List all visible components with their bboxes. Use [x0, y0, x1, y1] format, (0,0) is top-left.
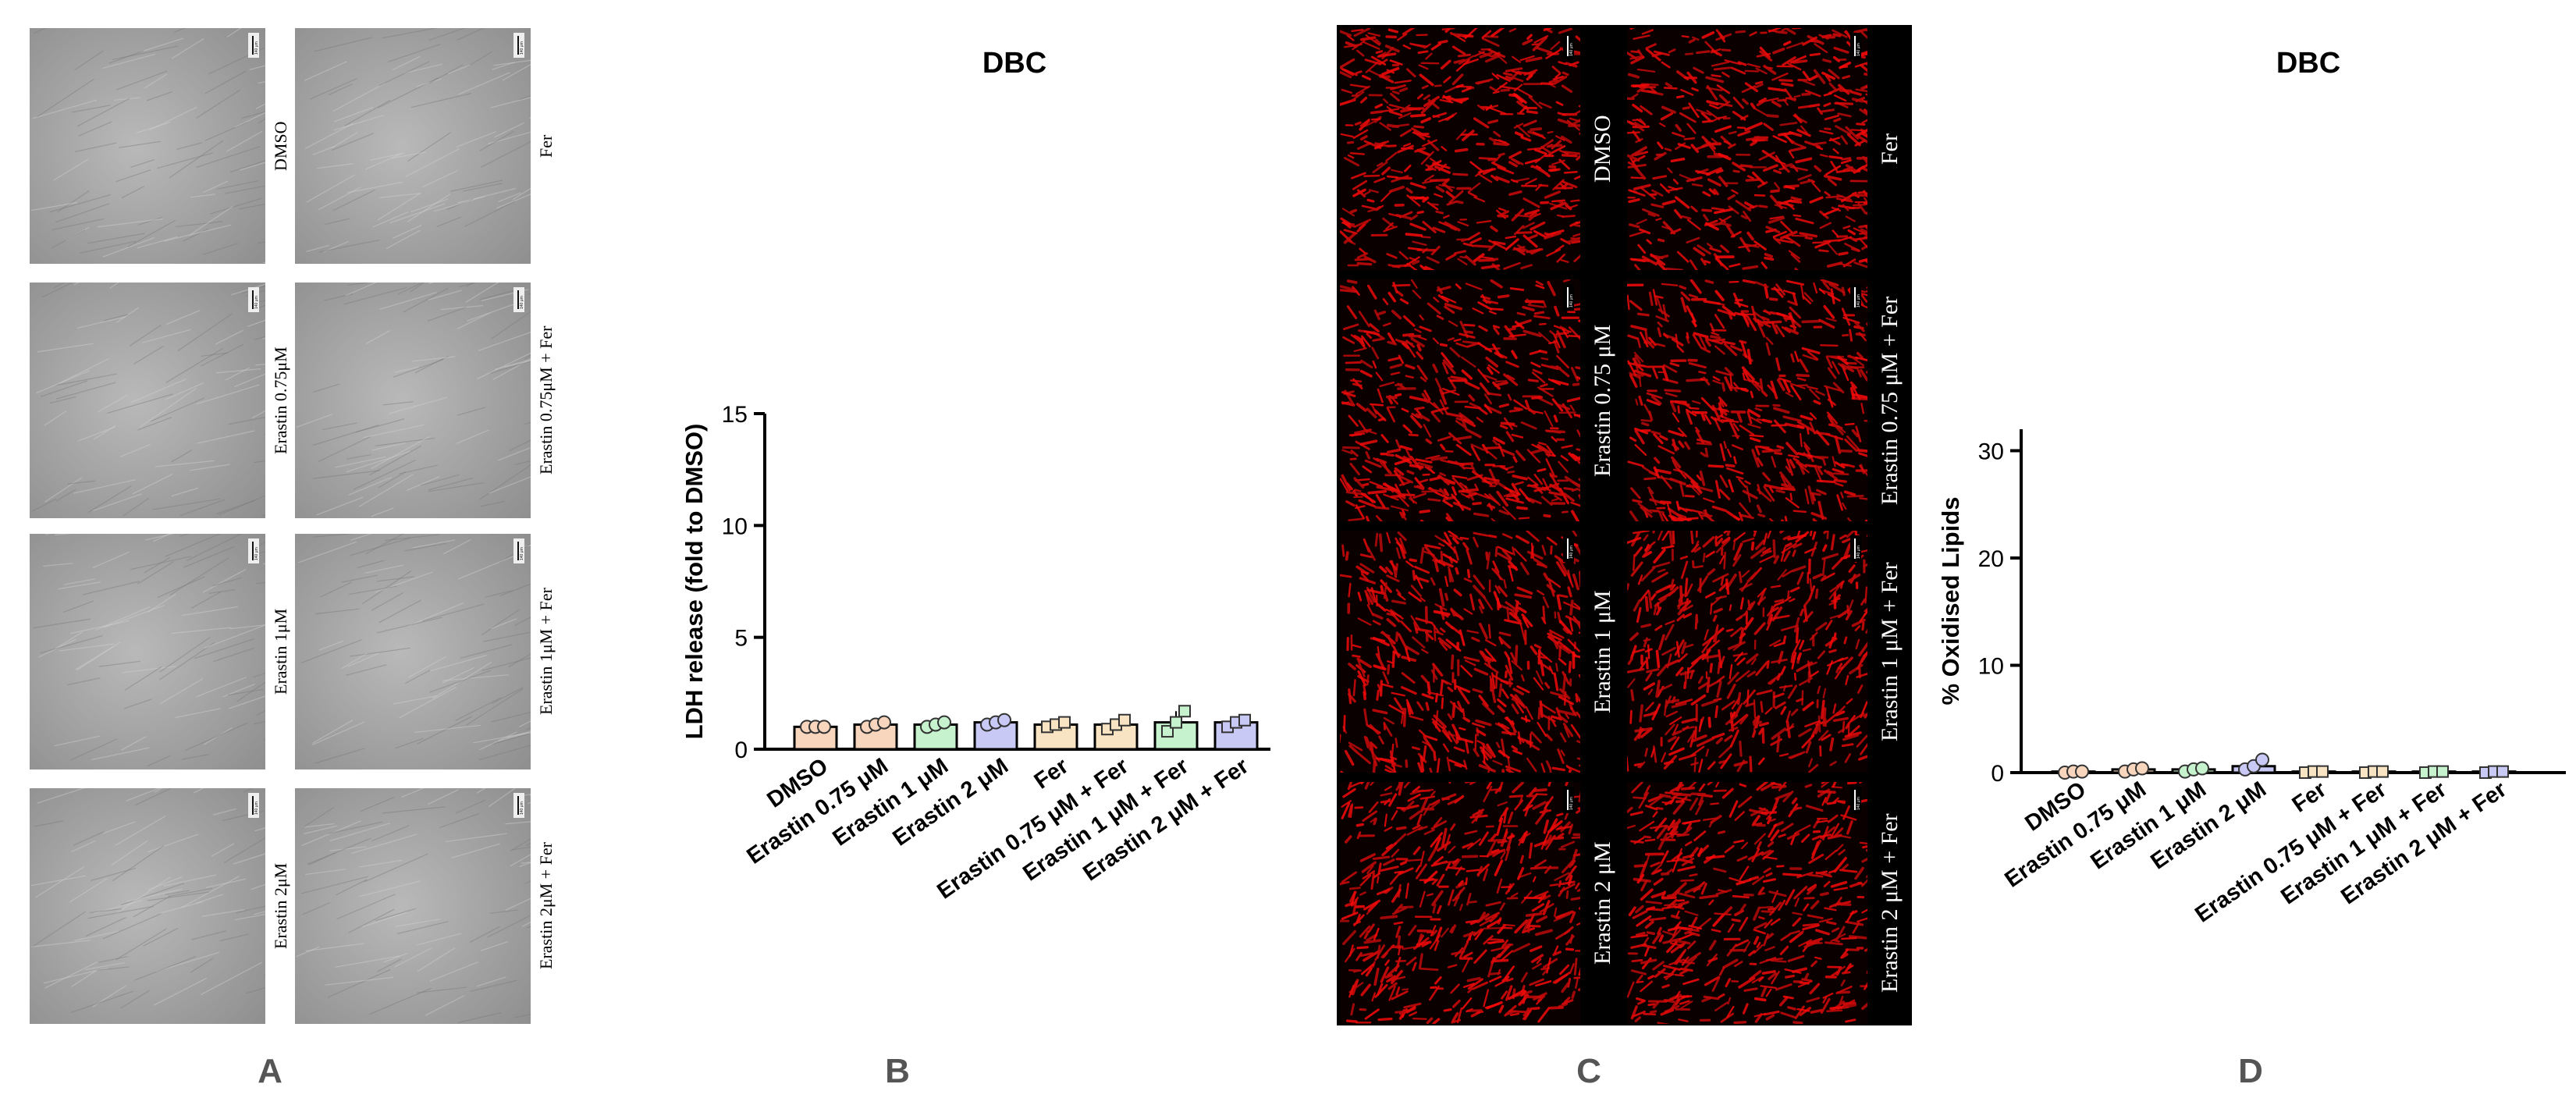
scale-bar-label: 140 μm — [520, 41, 524, 55]
data-point — [937, 715, 951, 730]
brightfield-image: 140 μm — [295, 788, 531, 1024]
y-tick-label: 0 — [734, 737, 748, 763]
data-point — [2255, 752, 2269, 767]
y-tick-label: 15 — [722, 402, 748, 428]
y-tick-label: 10 — [1978, 654, 2004, 680]
scale-bar-label: 140 μm — [1856, 294, 1861, 307]
fluorescence-condition-label: DMSO — [1590, 115, 1615, 183]
brightfield-image: 140 μm — [30, 788, 265, 1024]
scale-bar-label: 140 μm — [1856, 797, 1861, 810]
fluorescence-condition-label: Erastin 0.75 μM — [1590, 324, 1615, 477]
scale-bar-label: 140 μm — [254, 801, 259, 815]
data-point — [877, 715, 891, 730]
brightfield-image: 140 μm — [295, 28, 531, 264]
brightfield-image: 140 μm — [30, 28, 265, 264]
scale-bar-label: 140 μm — [520, 296, 524, 309]
scale-bar-label: 140 μm — [1569, 797, 1574, 810]
data-point — [997, 713, 1011, 727]
fluorescence-image: 140 μm — [1340, 531, 1580, 773]
data-point — [2436, 765, 2449, 778]
scale-bar-label: 140 μm — [520, 801, 524, 815]
data-point — [1178, 705, 1191, 718]
y-tick-label: 10 — [722, 514, 748, 539]
brightfield-condition-label: Erastin 0.75μM + Fer — [536, 325, 556, 475]
data-point — [817, 720, 831, 734]
brightfield-image: 140 μm — [295, 283, 531, 518]
fluorescence-condition-label: Erastin 2 μM — [1590, 841, 1615, 965]
data-point — [1118, 713, 1131, 727]
scale-bar-label: 140 μm — [1569, 546, 1574, 559]
data-point — [2316, 765, 2329, 778]
fluorescence-image: 140 μm — [1627, 782, 1867, 1024]
panel-c-fluorescence-grid: 140 μm DMSO 140 μm Fer 140 μm Erastin 0.75 μM… — [1337, 25, 1912, 1025]
scale-bar-label: 140 μm — [1856, 43, 1861, 56]
panel-letter-a: A — [258, 1052, 282, 1090]
brightfield-condition-label: Erastin 1μM — [271, 608, 290, 695]
y-axis-label: % Oxidised Lipids — [1937, 497, 1964, 705]
fluorescence-image: 140 μm — [1627, 28, 1867, 270]
data-point — [1238, 713, 1251, 727]
brightfield-condition-label: Erastin 1μM + Fer — [536, 588, 556, 716]
fluorescence-condition-label: Fer — [1877, 133, 1903, 165]
brightfield-image: 140 μm — [295, 534, 531, 769]
panel-letter-c: C — [1576, 1052, 1601, 1090]
scale-bar-label: 140 μm — [1569, 43, 1574, 56]
scale-bar-label: 140 μm — [520, 547, 524, 560]
panel-letter-d: D — [2238, 1052, 2263, 1090]
y-tick-label: 5 — [734, 626, 748, 652]
chart-d-title: DBC — [2276, 47, 2341, 80]
fluorescence-condition-label: Erastin 1 μM + Fer — [1877, 562, 1903, 741]
data-point — [2496, 765, 2509, 778]
y-tick-label: 30 — [1978, 439, 2004, 465]
fluorescence-image: 140 μm — [1627, 531, 1867, 773]
x-tick-label: Fer — [1030, 754, 1073, 794]
fluorescence-image: 140 μm — [1340, 28, 1580, 270]
brightfield-condition-label: DMSO — [271, 121, 290, 171]
fluorescence-condition-label: Erastin 0.75 μM + Fer — [1877, 296, 1903, 505]
brightfield-image: 140 μm — [30, 283, 265, 518]
data-point — [2195, 761, 2209, 776]
data-point — [2135, 761, 2149, 776]
fluorescence-image: 140 μm — [1340, 782, 1580, 1024]
chart-b-title: DBC — [982, 47, 1047, 80]
fluorescence-condition-label: Erastin 1 μM — [1590, 590, 1615, 713]
scale-bar-label: 140 μm — [1856, 546, 1861, 559]
scale-bar-label: 140 μm — [1569, 294, 1574, 307]
brightfield-condition-label: Fer — [536, 134, 556, 158]
fluorescence-condition-label: Erastin 2 μM + Fer — [1877, 813, 1903, 993]
y-tick-label: 0 — [1991, 761, 2004, 787]
data-point — [1058, 716, 1071, 729]
scale-bar-label: 140 μm — [254, 296, 259, 309]
fluorescence-image: 140 μm — [1627, 279, 1867, 521]
panel-letter-b: B — [885, 1052, 910, 1090]
x-tick-label: Fer — [2288, 777, 2331, 818]
fluorescence-image: 140 μm — [1340, 279, 1580, 521]
brightfield-condition-label: Erastin 0.75μM — [271, 347, 290, 454]
data-point — [2075, 764, 2089, 779]
y-tick-label: 20 — [1978, 546, 2004, 572]
brightfield-image: 140 μm — [30, 534, 265, 769]
scale-bar-label: 140 μm — [254, 547, 259, 560]
data-point — [1170, 716, 1182, 729]
brightfield-condition-label: Erastin 2μM + Fer — [536, 842, 556, 970]
data-point — [2376, 765, 2389, 778]
brightfield-condition-label: Erastin 2μM — [271, 862, 290, 950]
y-axis-label: LDH release (fold to DMSO) — [680, 424, 708, 740]
scale-bar-label: 140 μm — [254, 41, 259, 55]
